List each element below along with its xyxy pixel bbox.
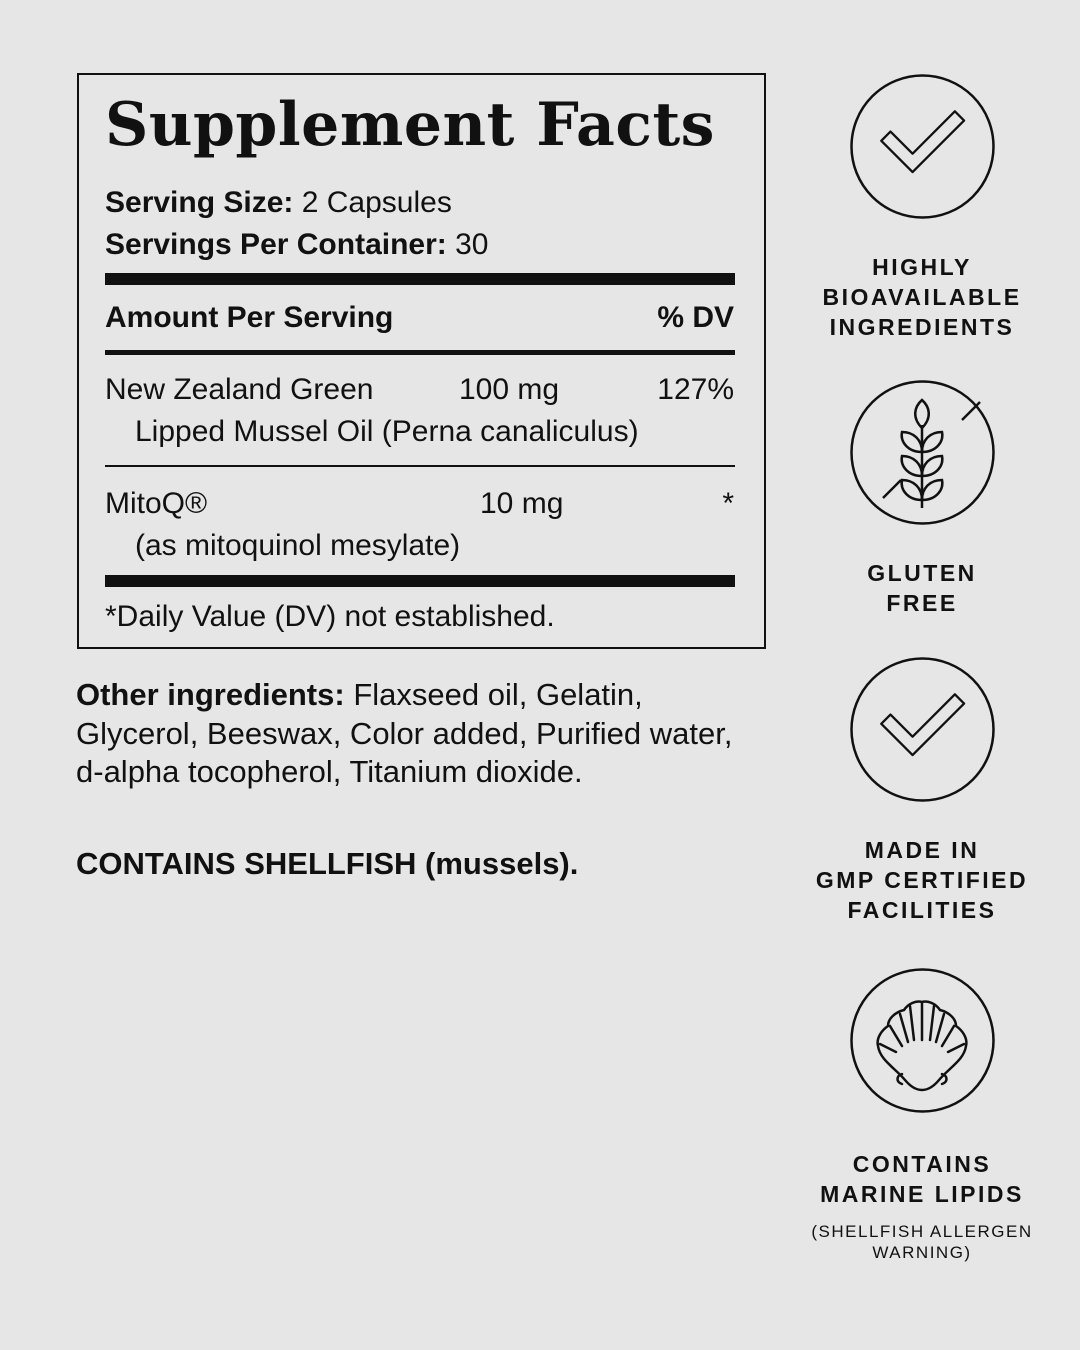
checkmark-icon: [850, 657, 995, 802]
ingredient-amount: 100 mg: [459, 373, 560, 406]
badge-label-line: FACILITIES: [847, 897, 997, 923]
badge-label-line: MADE IN: [864, 837, 980, 863]
divider-thick: [105, 273, 735, 285]
badge-label-line: HIGHLY: [872, 254, 972, 280]
divider-thick: [105, 575, 735, 587]
badge-label-line: BIOAVAILABLE: [822, 284, 1022, 310]
ingredient-name-cont: Lipped Mussel Oil (Perna canaliculus): [135, 415, 639, 448]
ingredient-dv: *: [722, 487, 734, 520]
header-amount: Amount Per Serving: [105, 301, 394, 334]
ingredient-name: MitoQ®: [105, 487, 208, 520]
serving-size: Serving Size: 2 Capsules: [105, 188, 452, 218]
other-ingredients: Other ingredients: Flaxseed oil, Gelatin…: [76, 676, 756, 792]
servings-per-container: Servings Per Container: 30: [105, 230, 488, 260]
badge-label-line: INGREDIENTS: [829, 314, 1015, 340]
checkmark-icon: [850, 74, 995, 219]
badge-label-line: GLUTEN: [867, 560, 977, 586]
badge-label-line: CONTAINS: [852, 1151, 992, 1177]
badge-label: MADE IN GMP CERTIFIED FACILITIES: [800, 835, 1044, 925]
badge-label: GLUTEN FREE: [800, 558, 1044, 618]
other-ingredients-label: Other ingredients:: [76, 677, 345, 712]
panel-title: Supplement Facts: [105, 90, 715, 160]
divider-thin: [105, 465, 735, 467]
badge-label: HIGHLY BIOAVAILABLE INGREDIENTS: [800, 252, 1044, 342]
servings-per-container-label: Servings Per Container:: [105, 228, 447, 261]
footnote: *Daily Value (DV) not established.: [105, 600, 555, 633]
badge-label-line: MARINE LIPIDS: [820, 1181, 1024, 1207]
other-ingredients-text: Flaxseed oil, Gelatin, Glycerol, Beeswax…: [76, 677, 733, 789]
badge-label-line: FREE: [886, 590, 958, 616]
badge-note: (SHELLFISH ALLERGEN WARNING): [800, 1221, 1044, 1263]
badge-note-line: (SHELLFISH ALLERGEN: [811, 1222, 1033, 1241]
ingredient-name: New Zealand Green: [105, 373, 374, 406]
badge-note-line: WARNING): [872, 1243, 972, 1262]
gluten-free-wheat-icon: [850, 380, 995, 525]
supplement-facts-panel: Supplement Facts Serving Size: 2 Capsule…: [77, 73, 766, 649]
ingredient-amount: 10 mg: [480, 487, 564, 520]
ingredient-dv: 127%: [657, 373, 734, 406]
serving-size-label: Serving Size:: [105, 186, 294, 219]
shell-icon: [850, 968, 995, 1113]
servings-per-container-value: 30: [455, 228, 489, 261]
badge-label-line: GMP CERTIFIED: [815, 867, 1029, 893]
badge-label: CONTAINS MARINE LIPIDS: [800, 1149, 1044, 1209]
header-dv: % DV: [657, 301, 734, 334]
ingredient-name-cont: (as mitoquinol mesylate): [135, 529, 461, 562]
divider-medium: [105, 350, 735, 355]
allergen-statement: CONTAINS SHELLFISH (mussels).: [76, 846, 579, 881]
serving-size-value: 2 Capsules: [301, 186, 452, 219]
